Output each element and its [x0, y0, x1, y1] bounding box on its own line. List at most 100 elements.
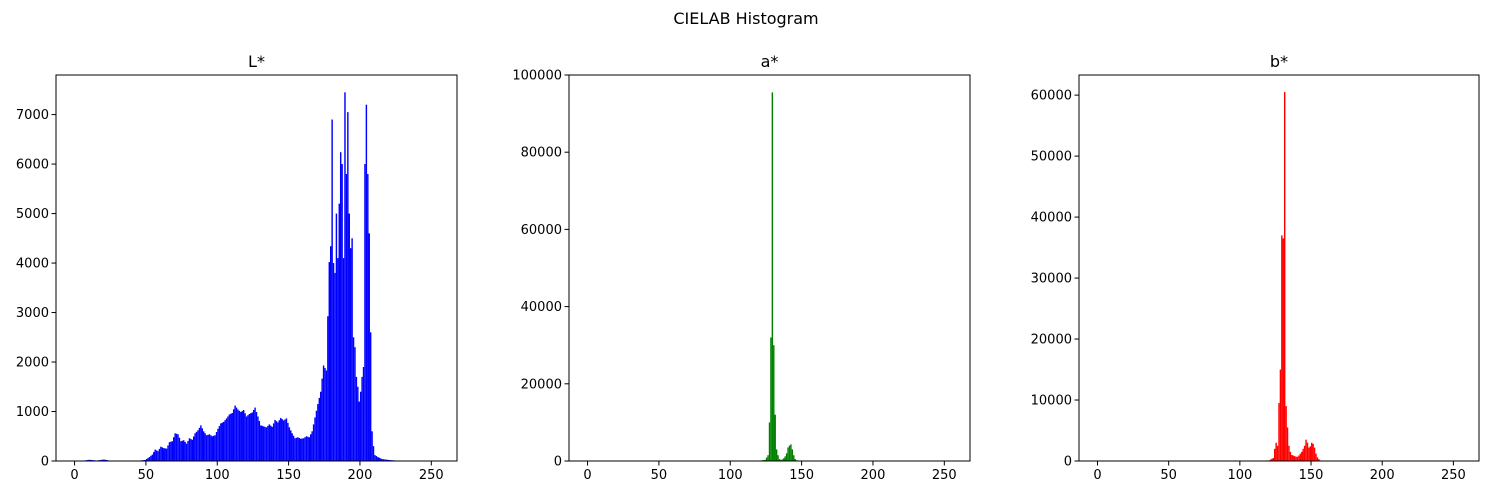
y-tick-label-l: 0 — [41, 455, 49, 470]
histogram-bar-l — [150, 455, 152, 461]
histogram-bar-b — [1271, 458, 1273, 461]
y-tick-label-b: 50000 — [1031, 150, 1072, 165]
histogram-bar-a — [787, 447, 789, 461]
histogram-bar-b — [1278, 403, 1280, 461]
histogram-bar-a — [778, 459, 781, 461]
histogram-bar-l — [168, 442, 171, 461]
histogram-bar-l — [232, 409, 235, 461]
histogram-bar-a — [788, 445, 791, 461]
histogram-bar-l — [211, 436, 213, 461]
y-tick-label-a: 0 — [554, 455, 562, 470]
histogram-panel-a: a* 0 50 100 150 200 250 0 20000 40000 60000 80000 1… — [512, 52, 971, 483]
histogram-bar-l — [201, 428, 203, 461]
histogram-bar-l — [297, 437, 299, 461]
histogram-bar-l — [358, 401, 360, 461]
histogram-bar-l — [173, 437, 175, 461]
histogram-bar-l — [88, 459, 91, 461]
histogram-bar-l — [321, 378, 323, 461]
histogram-bar-l — [320, 391, 322, 461]
histogram-bar-l — [103, 459, 105, 461]
y-tick-label-l: 5000 — [16, 207, 49, 222]
histogram-bar-l — [290, 430, 292, 461]
histogram-bar-b — [1306, 442, 1309, 461]
histogram-bar-l — [195, 431, 198, 461]
y-tick-label-a: 80000 — [521, 146, 562, 161]
histogram-bar-l — [215, 432, 218, 461]
histogram-bar-l — [198, 427, 201, 461]
histogram-bar-l — [247, 415, 249, 461]
histogram-bar-l — [200, 425, 202, 461]
histogram-bar-l — [183, 440, 185, 461]
histogram-bar-l — [257, 416, 259, 461]
y-tick-label-l: 6000 — [16, 158, 49, 173]
histogram-bar-l — [235, 407, 238, 461]
histogram-bar-b — [1289, 451, 1292, 461]
histogram-bar-l — [334, 272, 336, 461]
histogram-bar-b — [1303, 445, 1306, 461]
histogram-bar-l — [165, 448, 168, 461]
histogram-bar-l — [314, 417, 316, 461]
histogram-bar-b — [1283, 92, 1286, 461]
x-tick-label-l: 100 — [205, 468, 230, 483]
histogram-bar-l — [187, 440, 189, 461]
histogram-bar-l — [308, 437, 311, 461]
histogram-bar-l — [157, 451, 159, 461]
histogram-bar-b — [1313, 447, 1316, 461]
histogram-bar-l — [384, 459, 386, 461]
histogram-bar-l — [222, 421, 225, 461]
histogram-bar-l — [317, 404, 319, 461]
histogram-bar-l — [245, 416, 248, 461]
histogram-bar-l — [274, 419, 276, 461]
histogram-bar-l — [190, 438, 192, 461]
histogram-bar-b — [1309, 446, 1312, 461]
histogram-bar-l — [378, 457, 380, 461]
histogram-bar-l — [344, 92, 346, 461]
histogram-bar-a — [780, 459, 782, 461]
histogram-bar-l — [225, 418, 228, 461]
histogram-bar-l — [175, 433, 178, 461]
y-tick-label-b: 30000 — [1031, 272, 1072, 287]
y-tick-label-b: 60000 — [1031, 89, 1072, 104]
histogram-bar-l — [300, 438, 302, 461]
x-tick-label-a: 200 — [861, 468, 886, 483]
histogram-bar-l — [301, 438, 303, 461]
histogram-bar-l — [254, 407, 256, 461]
histogram-bar-l — [347, 112, 349, 462]
histogram-bar-l — [164, 448, 166, 461]
histogram-bar-b — [1272, 457, 1275, 461]
x-tick-label-l: 50 — [138, 468, 155, 483]
x-tick-label-a: 50 — [651, 468, 668, 483]
histogram-bar-l — [174, 433, 176, 461]
histogram-bar-l — [161, 447, 164, 461]
histogram-bar-l — [265, 427, 268, 461]
histogram-bar-l — [221, 422, 223, 461]
histogram-bar-l — [202, 431, 205, 461]
histogram-bar-l — [104, 459, 106, 461]
y-tick-label-b: 40000 — [1031, 211, 1072, 226]
histogram-bar-b — [1276, 445, 1279, 461]
y-tick-label-a: 40000 — [521, 300, 562, 315]
histogram-bar-b — [1275, 442, 1277, 461]
histogram-bar-l — [351, 238, 353, 461]
y-tick-label-l: 7000 — [16, 108, 49, 123]
histogram-bar-l — [244, 413, 246, 461]
histogram-bar-l — [357, 386, 359, 461]
histogram-bar-l — [100, 459, 102, 461]
histogram-bar-l — [368, 233, 370, 461]
histogram-bar-l — [214, 435, 216, 461]
histogram-bar-l — [158, 448, 161, 461]
histogram-bar-b — [1295, 456, 1297, 461]
histogram-bar-l — [154, 449, 156, 461]
histogram-bar-b — [1296, 456, 1299, 461]
histogram-bar-l — [193, 436, 195, 461]
histogram-bar-l — [377, 457, 379, 461]
histogram-bar-l — [324, 367, 326, 461]
histogram-bar-l — [331, 119, 333, 461]
x-tick-label-a: 100 — [718, 468, 743, 483]
histogram-bar-l — [188, 438, 191, 461]
histogram-bar-l — [381, 459, 383, 461]
histogram-bar-l — [375, 456, 378, 461]
histogram-bar-l — [240, 412, 242, 461]
histogram-bar-b — [1282, 238, 1284, 461]
histogram-bar-l — [210, 435, 212, 461]
